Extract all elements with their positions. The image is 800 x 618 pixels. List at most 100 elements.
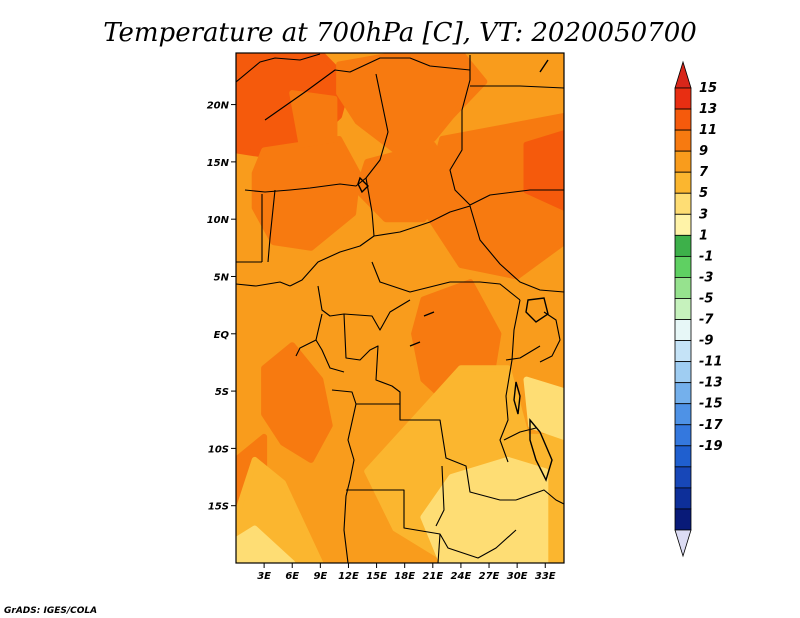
lake-outline xyxy=(539,59,549,73)
x-tick-label: 21E xyxy=(422,571,443,582)
lake-outline xyxy=(513,381,521,415)
colorbar-swatch xyxy=(674,319,692,341)
colorbar-label: 7 xyxy=(699,165,709,180)
colorbar-swatch xyxy=(674,234,692,257)
x-tick-label: 27E xyxy=(479,571,500,582)
colorbar-swatch xyxy=(674,424,692,447)
map-area: 3E 6E 9E 12E 15E 18E 21E 24E 27E 30E 33E 20N 15N 10N 5… xyxy=(207,52,565,582)
colorbar-swatch xyxy=(674,340,692,363)
colorbar-swatch xyxy=(674,150,692,173)
colorbar: 15 13 11 9 7 5 3 1 -1 -3 -5 -7 -9 -11 -13 -15 -17 -19 xyxy=(674,60,723,558)
country-borders xyxy=(236,53,564,563)
y-tick-label: 10S xyxy=(208,444,229,455)
border-line xyxy=(346,489,517,559)
colorbar-swatch xyxy=(674,277,692,299)
colorbar-label: -5 xyxy=(699,291,713,306)
border-line xyxy=(505,345,541,361)
colorbar-swatch xyxy=(674,192,692,215)
border-line xyxy=(289,177,375,287)
border-line xyxy=(515,489,564,505)
colorbar-top-arrow xyxy=(674,60,692,89)
temperature-region-11 xyxy=(261,342,333,463)
chart-title: Temperature at 700hPa [C], VT: 202005070… xyxy=(103,18,697,48)
colorbar-bottom-arrow xyxy=(674,529,692,558)
colorbar-swatch xyxy=(674,403,692,426)
border-line xyxy=(373,205,564,293)
y-tick-label: 15N xyxy=(207,158,230,169)
colorbar-label: -19 xyxy=(699,439,723,454)
border-line xyxy=(261,189,276,263)
colorbar-swatch xyxy=(674,298,692,320)
colorbar-swatch xyxy=(674,171,692,194)
colorbar-label: -13 xyxy=(699,376,723,391)
colorbar-label: 3 xyxy=(699,207,708,222)
y-tick-label: EQ xyxy=(214,330,230,341)
border-line xyxy=(435,465,445,527)
border-line xyxy=(437,533,441,563)
x-tick-label: 3E xyxy=(257,571,271,582)
temperature-region-11 xyxy=(289,90,338,148)
colorbar-swatch xyxy=(674,487,692,510)
temperature-region-13 xyxy=(523,130,564,211)
border-line xyxy=(236,53,321,83)
map-frame xyxy=(235,52,565,564)
x-tick-label: 12E xyxy=(338,571,359,582)
colorbar-label: -11 xyxy=(699,355,723,370)
colorbar-label: -1 xyxy=(699,249,713,264)
border-line xyxy=(295,339,317,357)
colorbar-swatch xyxy=(674,466,692,489)
colorbar-label: -9 xyxy=(699,334,713,349)
colorbar-swatch xyxy=(674,255,692,278)
y-tick-label: 15S xyxy=(208,502,229,513)
colorbar-label: 13 xyxy=(699,102,717,117)
colorbar-swatch xyxy=(674,213,692,236)
colorbar-label: -15 xyxy=(699,397,723,412)
colorbar-swatch xyxy=(674,108,692,131)
lake-outline xyxy=(357,176,369,194)
y-tick-label: 5N xyxy=(214,272,230,283)
x-tick-label: 15E xyxy=(366,571,387,582)
x-tick-label: 18E xyxy=(394,571,415,582)
border-line xyxy=(371,261,521,301)
border-line xyxy=(317,285,411,331)
colorbar-label: 9 xyxy=(699,144,708,159)
x-tick-label: 6E xyxy=(285,571,299,582)
colorbar-label: 15 xyxy=(699,81,717,96)
border-line xyxy=(236,281,291,287)
y-tick-label: 10N xyxy=(207,215,230,226)
border-line xyxy=(539,311,561,363)
x-tick-label: 33E xyxy=(535,571,556,582)
y-tick-label: 5S xyxy=(215,387,229,398)
border-line xyxy=(331,389,516,501)
y-tick-label: 20N xyxy=(207,101,230,112)
temperature-region-11 xyxy=(251,136,361,251)
border-line xyxy=(449,55,564,206)
map-axes: 3E 6E 9E 12E 15E 18E 21E 24E 27E 30E 33E 20N 15N 10N 5… xyxy=(207,101,556,582)
colorbar-swatch xyxy=(674,361,692,384)
colorbar-label: -7 xyxy=(699,313,714,328)
temperature-region-5 xyxy=(236,525,296,563)
lakes xyxy=(357,59,553,482)
border-line xyxy=(499,299,521,463)
colorbar-swatch xyxy=(674,382,692,405)
lake-outline xyxy=(409,311,435,347)
border-line xyxy=(343,313,401,404)
lake-outline xyxy=(525,297,549,323)
border-line xyxy=(264,57,471,121)
colorbar-label: -17 xyxy=(699,418,723,433)
x-tick-label: 24E xyxy=(451,571,472,582)
border-line xyxy=(343,403,357,563)
colorbar-swatch xyxy=(674,87,692,110)
temperature-region-5 xyxy=(523,376,564,440)
border-line xyxy=(470,85,564,89)
temperature-region-11 xyxy=(336,53,488,154)
colorbar-label: 11 xyxy=(699,123,717,138)
colorbar-swatch xyxy=(674,508,692,531)
x-tick-label: 9E xyxy=(313,571,327,582)
colorbar-swatch xyxy=(674,129,692,152)
colorbar-label: -3 xyxy=(699,270,713,285)
border-line xyxy=(244,73,389,193)
border-line xyxy=(315,313,345,373)
